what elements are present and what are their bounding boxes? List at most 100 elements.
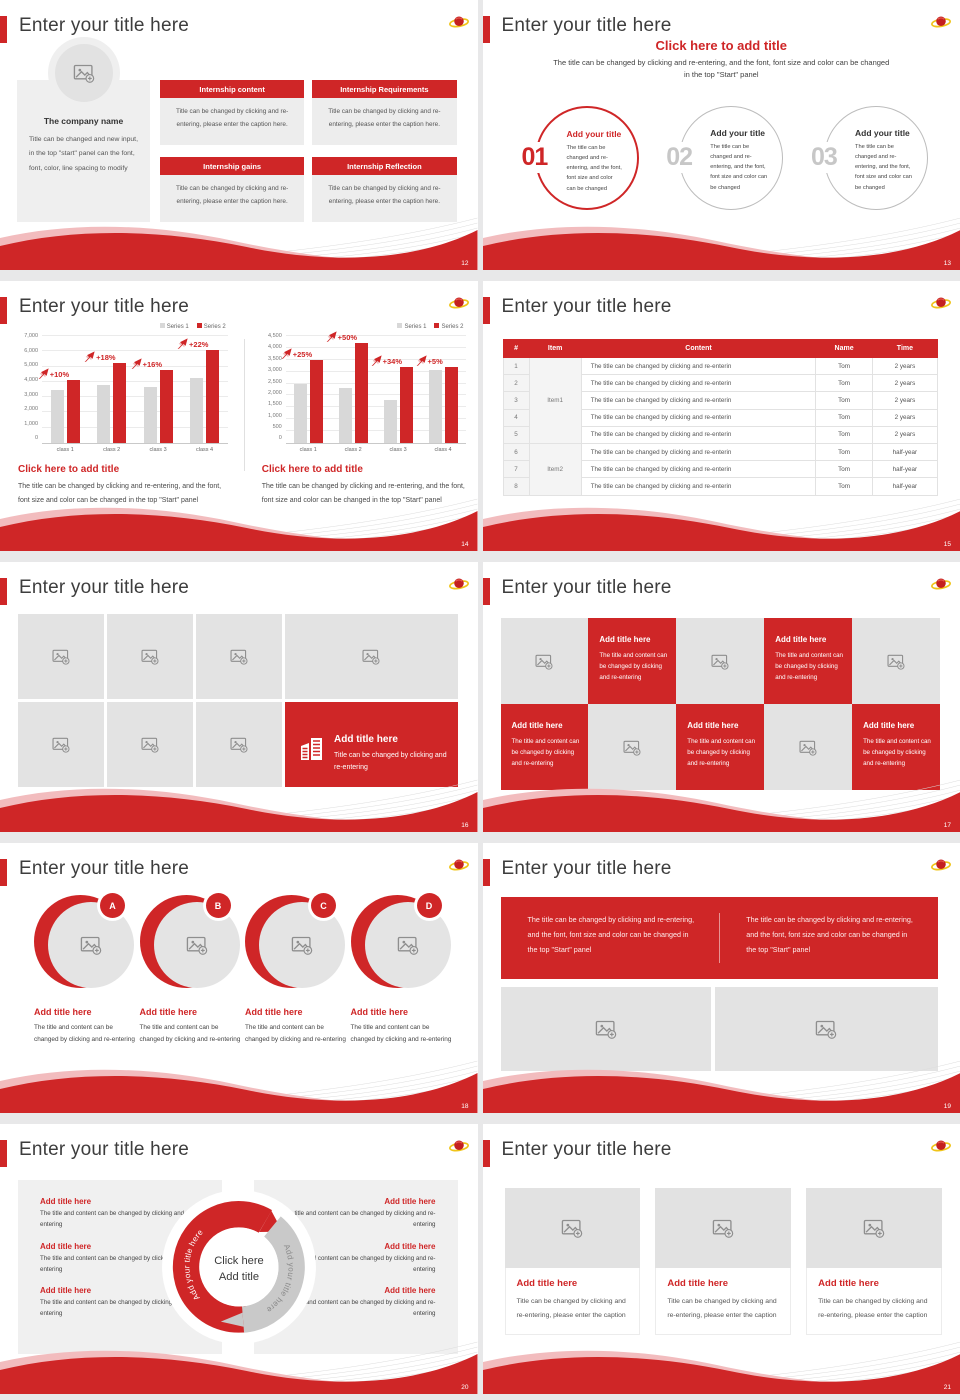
item-title: Add title here [40,1197,92,1206]
title-accent-bar [482,859,490,886]
image-card: Add title here Title can be changed by cl… [504,1188,641,1336]
bar-group: +5% [429,336,458,443]
table-row: 5 The title can be changed by clicking an… [502,425,939,444]
slide-title: Enter your title here [19,296,190,317]
red-text-cell: Add title here The title and content can … [588,618,677,704]
slide-15-thumbnail[interactable]: Enter your title here # Item Content Name Ti… [482,281,960,551]
cell-title: Add title here [775,635,827,644]
slide-14-thumbnail[interactable]: Enter your title here Series 1 Series 2 7… [0,281,478,551]
y-tick-label: 1,000 [24,420,38,427]
info-box-body: Title can be changed by clicking and re-… [312,98,457,145]
slide-12-thumbnail[interactable]: Enter your title here The company name T… [0,0,478,270]
red-text-cell: Add title here The title and content can … [676,704,765,790]
table-cell: 8 [502,477,530,496]
banner-text-left: The title can be changed by clicking and… [527,915,695,954]
item-title: Add title here [384,1241,436,1251]
gridline [42,380,228,382]
info-box-header: Internship Requirements [312,80,457,98]
plot-area: +10% +18% +16% +22% [42,335,228,444]
y-tick-label: 3,500 [267,355,282,362]
image-placeholder-icon [863,1218,885,1238]
bar-series-2 [66,379,80,443]
image-placeholder-icon [561,1218,583,1238]
panel-item: Add title here The title and content can … [40,1197,206,1231]
table-cell: Tom [815,442,873,462]
slide-13-thumbnail[interactable]: Enter your title here Click here to add … [482,0,960,270]
slide-19-thumbnail[interactable]: Enter your title here The title can be c… [482,843,960,1113]
gridline [285,418,466,420]
slide-20-thumbnail[interactable]: Enter your title here Add title here The … [0,1124,478,1394]
cards-row: Add title here Title can be changed by cl… [504,1188,943,1336]
bar-series-2 [444,366,458,443]
red-text-cell: Add title here The title and content can … [764,618,853,704]
image-placeholder [806,1188,942,1268]
slide-21-thumbnail[interactable]: Enter your title here Add title here Titl… [482,1124,960,1394]
table-cell: The title can be changed by clicking and… [580,425,817,444]
slide-18-thumbnail[interactable]: Enter your title here A Add title here T… [0,843,478,1113]
trend-arrow-icon [326,331,337,342]
bar-chart-right: Series 1 Series 2 4,500 4,000 3,500 3,000 2,5… [262,323,466,453]
trend-arrow-icon [281,348,292,359]
lettered-item: A Add title here The title and content c… [34,893,135,1046]
slide-16-thumbnail[interactable]: Enter your title here Add title here Tit… [0,562,478,832]
table-cell: 6 [502,442,530,462]
y-tick-label: 6,000 [24,347,38,354]
image-placeholder [18,702,104,787]
x-tick-label: class 4 [195,447,214,453]
panel-item: Add title here The title and content can … [270,1286,435,1320]
gridline [42,335,228,336]
image-placeholder-icon [141,736,159,753]
numbered-circle-item: Add your title The title can be changed … [665,106,789,218]
slide-17-thumbnail[interactable]: Enter your title here Add title here The … [482,562,960,832]
planet-logo-icon [931,295,951,311]
item-body: The title and content can be changed by … [34,1024,135,1043]
charts-row: Series 1 Series 2 7,000 6,000 5,000 4,000 3,0… [18,323,470,507]
title-accent-bar [482,578,490,605]
red-text-cell: Add title here The title and content can … [500,704,589,790]
table-cell: 4 [502,408,530,427]
info-box-body: Title can be changed by clicking and re-… [160,98,305,145]
image-card: Add title here Title can be changed by cl… [806,1188,942,1336]
chart-caption-body: The title can be changed by clicking and… [18,483,222,504]
y-tick-label: 7,000 [24,333,38,339]
table-cell: Item2 [528,442,582,496]
image-placeholder-icon [52,736,70,753]
info-box-body: Title can be changed by clicking and re-… [160,175,305,222]
data-label: +5% [416,355,443,366]
y-axis-labels: 4,500 4,000 3,500 3,000 2,500 2,000 1,500 1,000… [262,333,286,442]
bar-series-1 [97,384,111,443]
x-tick-label: class 1 [56,447,74,453]
slide-title: Enter your title here [19,15,190,36]
slide-title: Enter your title here [501,858,672,879]
info-box-header: Internship gains [160,157,305,175]
chart-legend: Series 1 Series 2 [397,323,464,330]
page-number: 21 [943,1384,951,1391]
wave-decoration [0,1341,478,1394]
trend-arrow-icon [84,351,95,362]
slide-title: Enter your title here [501,15,672,36]
page-number: 18 [461,1103,469,1110]
legend-item: Series 1 [397,323,426,330]
chart-block-right: Series 1 Series 2 4,500 4,000 3,500 3,000 2,5… [244,323,470,507]
wave-decoration [0,217,478,270]
title-accent-bar [0,1140,7,1167]
planet-logo-icon [449,576,469,592]
checkerboard-grid: Add title here The title and content can … [500,618,940,790]
table-header-cell: Content [580,339,817,358]
info-box-header: Internship Reflection [312,157,457,175]
table-cell: The title can be changed by clicking and… [580,374,817,393]
cell-title: Add title here [687,721,739,730]
x-tick-label: class 4 [434,447,452,453]
table-header-cell: Time [871,339,939,358]
planet-logo-icon [449,857,469,873]
image-placeholder-icon [186,935,208,955]
bar-series-1 [338,388,352,443]
section-heading: Click here to add title [655,38,787,53]
y-tick-label: 4,500 [267,333,282,339]
data-label: +34% [371,355,402,366]
image-placeholder [18,614,104,699]
table-cell: The title can be changed by clicking and… [580,477,817,496]
item-body: The title and content can be changed by … [245,1024,346,1043]
image-placeholder-icon [362,648,380,665]
table-cell: half-year [871,477,939,496]
